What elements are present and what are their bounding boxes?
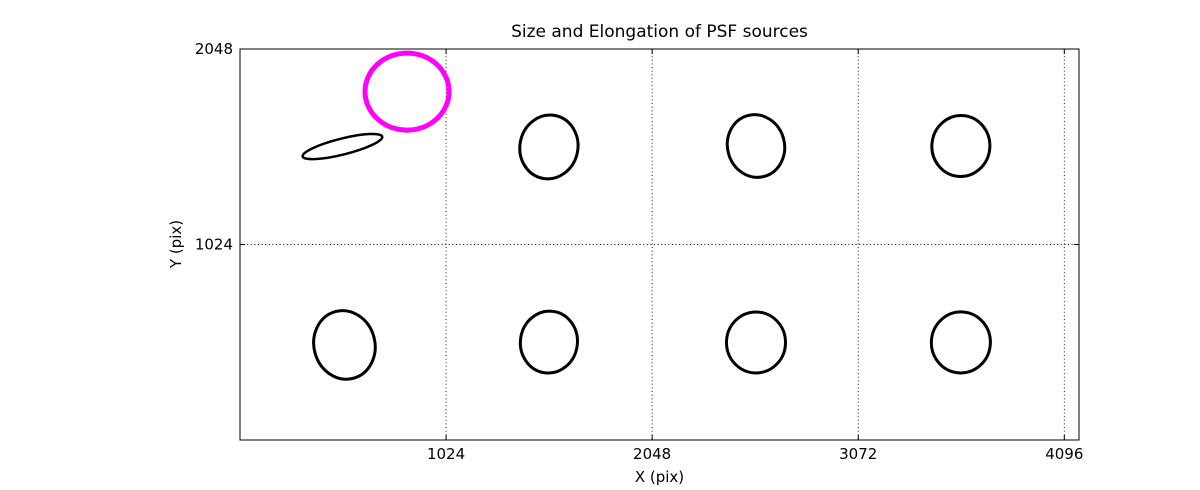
psf-ellipse	[929, 310, 992, 375]
psf-ellipse	[724, 310, 787, 375]
psf-ellipse	[518, 309, 579, 375]
psf-ellipse	[930, 113, 992, 178]
psf-ellipse-elongated	[301, 132, 384, 161]
chart-title: Size and Elongation of PSF sources	[511, 22, 808, 42]
y-tick-label: 1024	[195, 236, 233, 254]
psf-ellipse	[725, 113, 787, 179]
x-tick-label: 1024	[427, 445, 465, 463]
x-tick-label: 4096	[1045, 445, 1083, 463]
psf-ellipse-flagged	[362, 50, 452, 133]
psf-ellipse	[518, 113, 580, 181]
x-tick-label: 3072	[839, 445, 877, 463]
y-tick-label: 2048	[195, 40, 233, 58]
x-tick-label: 2048	[633, 445, 671, 463]
psf-ellipse	[312, 309, 377, 381]
x-axis-label: X (pix)	[634, 468, 685, 486]
